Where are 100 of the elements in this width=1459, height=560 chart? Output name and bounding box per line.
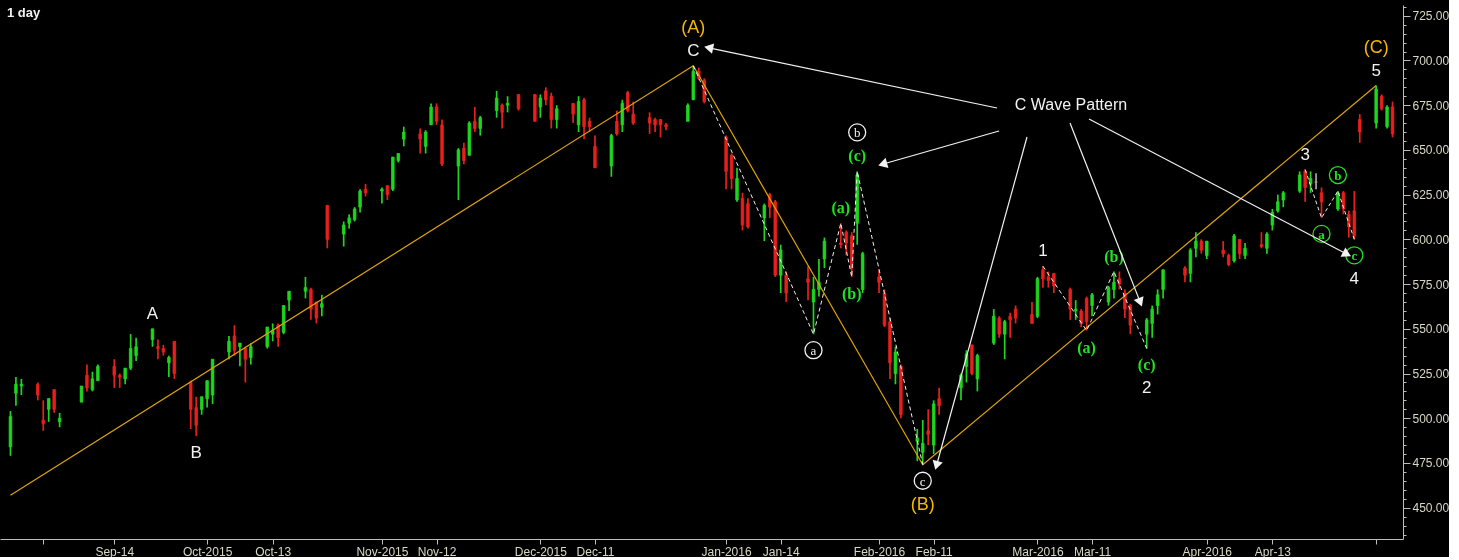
y-tick-label: 675.00: [1412, 98, 1450, 113]
candlestick: [494, 90, 499, 119]
candlestick: [997, 315, 1001, 339]
annotation: A: [146, 303, 159, 323]
candlestick: [1052, 272, 1056, 294]
candlestick: [1074, 299, 1078, 321]
x-tick-label: Feb-11: [915, 544, 954, 559]
candlestick: [593, 134, 597, 169]
chart-title: 1 day: [7, 4, 42, 20]
annotation: (c): [1137, 356, 1156, 375]
annotation: c: [1351, 248, 1358, 264]
candlestick: [915, 428, 919, 463]
candlestick: [615, 109, 619, 137]
candlestick: [576, 95, 581, 133]
y-tick-label: 550.00: [1412, 322, 1450, 337]
candlestick: [52, 388, 56, 414]
candlestick: [358, 188, 362, 214]
candlestick: [1106, 285, 1111, 307]
candlestick: [1308, 170, 1313, 194]
annotation: (a): [1077, 338, 1096, 357]
candlestick: [877, 268, 881, 294]
annotation: (b): [1104, 247, 1124, 266]
line-series: [1304, 169, 1355, 240]
candlestick: [1155, 288, 1160, 316]
candlestick: [287, 290, 291, 312]
candlestick: [1084, 295, 1089, 332]
annotation: (a): [831, 199, 851, 218]
candlestick: [1030, 301, 1034, 325]
x-tick-label: Oct-2015: [182, 544, 233, 559]
candlestick: [926, 408, 930, 446]
candlestick: [937, 386, 941, 416]
candlestick: [85, 363, 89, 393]
candlestick: [473, 106, 477, 133]
annotation: a: [810, 343, 817, 359]
x-tick-label: Dec-11: [576, 544, 615, 559]
candlestick: [746, 197, 750, 230]
candlestick: [456, 147, 461, 201]
annotation: C Wave Pattern: [1014, 96, 1128, 113]
candlestick: [1161, 268, 1165, 300]
annotation: (b): [841, 284, 862, 303]
y-tick-label: 525.00: [1412, 367, 1450, 382]
candlestick: [620, 98, 624, 133]
y-tick-label: 700.00: [1412, 53, 1450, 68]
candlestick: [90, 370, 95, 393]
x-tick-label: Nov-12: [417, 544, 457, 559]
candlestick: [238, 342, 242, 368]
candlestick: [631, 100, 635, 126]
x-tick-label: Feb-2016: [853, 544, 906, 559]
annotation: (C): [1363, 36, 1389, 57]
candlestick: [1341, 190, 1346, 216]
candlestick: [112, 358, 116, 389]
candlestick: [478, 115, 482, 137]
x-tick-label: Mar-11: [1074, 544, 1112, 559]
candlestick: [1385, 104, 1389, 130]
annotation: c: [919, 473, 926, 489]
candlestick: [341, 220, 346, 248]
candlestick: [380, 186, 384, 205]
annotation: b: [1334, 168, 1342, 184]
y-tick-label: 475.00: [1412, 456, 1450, 471]
candlestick: [1336, 190, 1340, 212]
y-tick-label: 650.00: [1412, 143, 1450, 158]
candlestick: [249, 342, 253, 366]
candlestick: [320, 293, 324, 318]
candlestick: [429, 102, 433, 126]
annotation: 5: [1371, 60, 1381, 80]
candlestick: [555, 104, 559, 130]
annotation: 3: [1300, 144, 1310, 164]
candlestick: [1068, 286, 1072, 321]
y-tick-label: 450.00: [1412, 501, 1450, 516]
candlestick: [167, 354, 171, 378]
candlestick: [762, 202, 767, 242]
candlestick: [806, 265, 810, 302]
candlestick: [1358, 113, 1362, 144]
annotation: 2: [1141, 378, 1152, 398]
annotation: (A): [681, 16, 706, 37]
candlestick: [1297, 170, 1302, 194]
candlestick: [893, 345, 898, 386]
annotation: (c): [848, 147, 867, 166]
candlestick: [784, 270, 788, 303]
annotation: C: [687, 40, 700, 60]
candlestick: [462, 141, 466, 166]
annotation: B: [190, 443, 202, 463]
candlestick: [1002, 319, 1007, 361]
candlestick: [1112, 270, 1116, 300]
candlestick: [118, 372, 122, 389]
candlestick: [1188, 247, 1193, 284]
candlestick: [303, 276, 308, 300]
candlestick: [227, 335, 231, 361]
candlestick: [232, 324, 237, 357]
annotation: a: [1318, 226, 1326, 242]
candlestick: [1265, 231, 1269, 255]
candlestick: [921, 419, 925, 466]
y-tick-label: 625.00: [1412, 188, 1450, 203]
candlestick: [434, 102, 439, 126]
candlestick: [47, 397, 51, 423]
y-tick-label: 500.00: [1412, 411, 1450, 426]
x-tick-label: Jan-2016: [701, 544, 752, 559]
annotation: 1: [1038, 241, 1048, 261]
y-tick-label: 725.00: [1412, 9, 1450, 24]
candlestick: [1314, 172, 1318, 191]
